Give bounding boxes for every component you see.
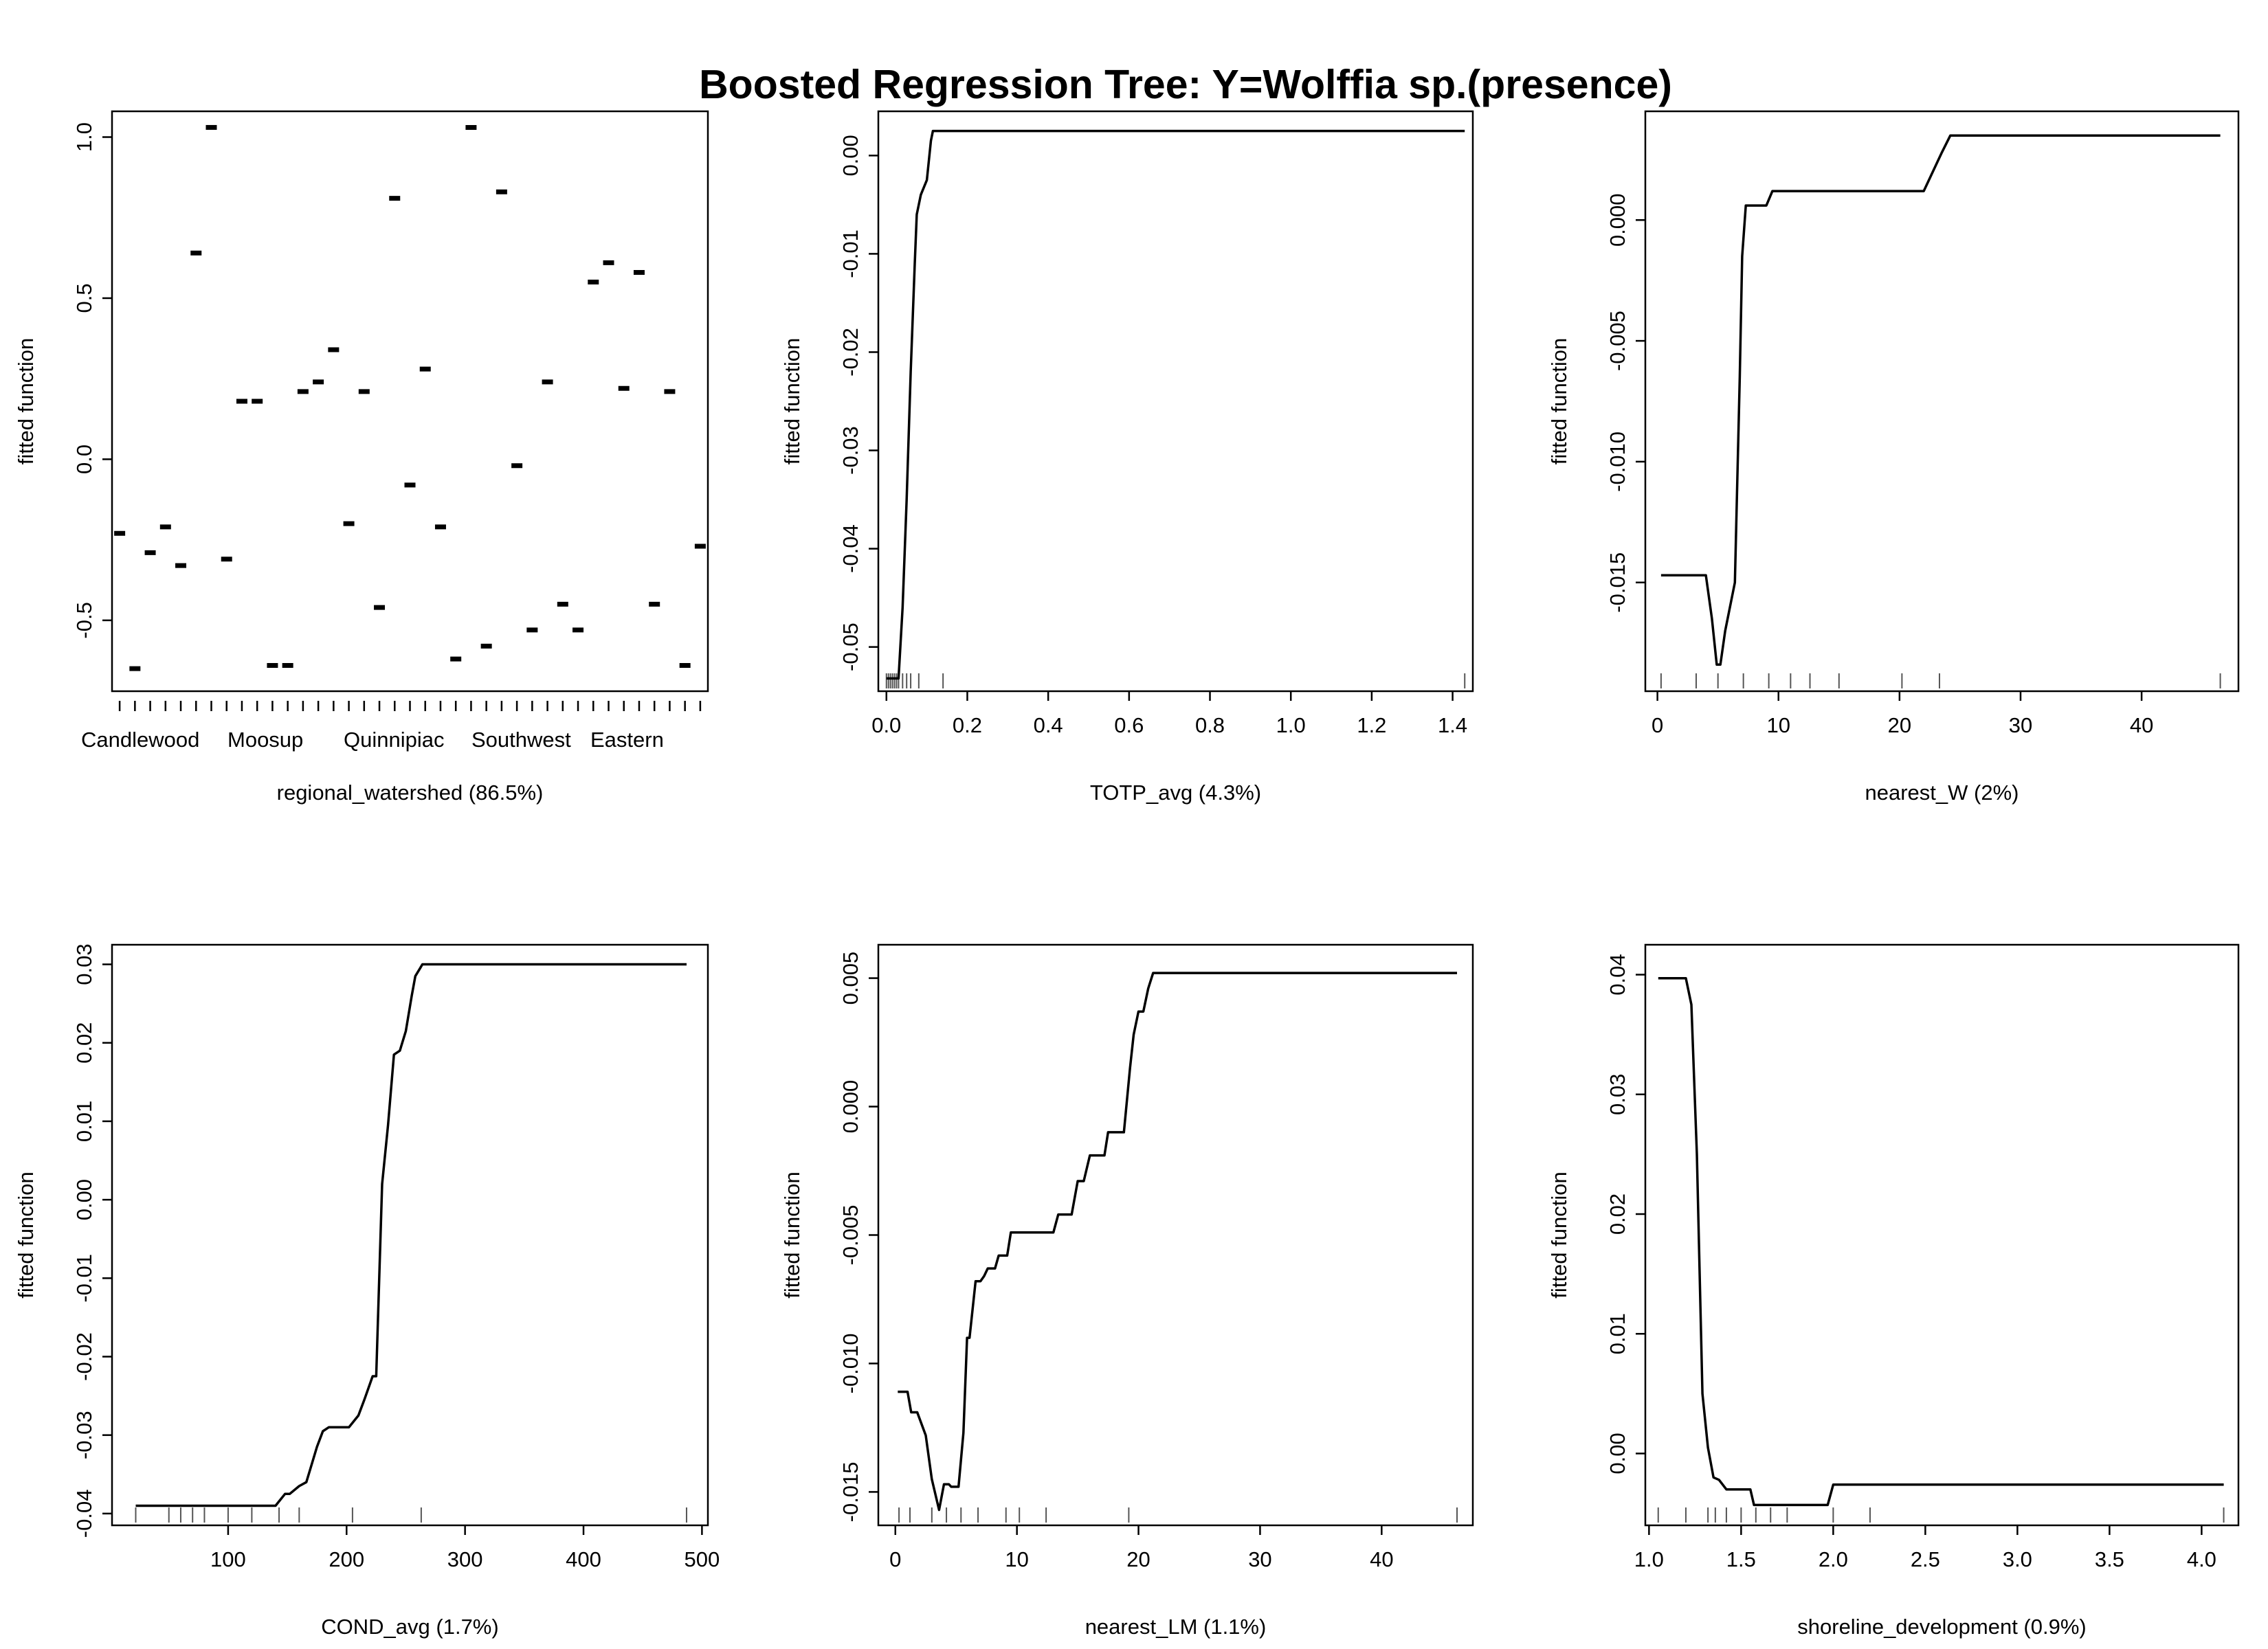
y-tick-label: -0.01 [838,229,863,278]
plot-frame [111,943,709,1527]
x-tick-label: 2.0 [1819,1547,1848,1571]
x-tick-label: 10 [1005,1547,1028,1571]
x-tick-label: 4.0 [2187,1547,2216,1571]
y-axis-title: fitted function [1547,338,1571,464]
y-axis-title: fitted function [780,1171,804,1298]
y-tick-label: -0.03 [72,1411,96,1459]
y-tick-label: -0.5 [72,602,96,638]
x-tick-label: 40 [2130,713,2153,737]
y-tick-label: 0.01 [1605,1313,1630,1354]
panel-1: -0.5 0.0 0.5 1.0 fitted function regional_wat… [14,110,709,805]
x-tick-label: 20 [1126,1547,1150,1571]
y-tick-label: 0.0 [72,445,96,474]
x-axis-title: nearest_W (2%) [1865,781,2019,805]
plot-frame [877,943,1474,1527]
x-tick-label: 40 [1370,1547,1393,1571]
x-tick-label: 10 [1766,713,1790,737]
x-axis-title: COND_avg (1.7%) [321,1615,498,1639]
y-tick-label: 0.005 [838,952,863,1005]
x-tick-label: 1.2 [1357,713,1386,737]
y-axis-title: fitted function [14,1171,38,1298]
y-tick-label: -0.02 [72,1332,96,1381]
y-tick-label: 0.03 [72,943,96,985]
panel-3: -0.015 -0.010 -0.005 0.000 fitted function ne… [1547,110,2240,805]
x-tick-label: 400 [566,1547,601,1571]
y-tick-label: -0.02 [838,328,863,377]
x-tick-label: 1.0 [1634,1547,1664,1571]
y-tick-label: 0.00 [72,1179,96,1220]
x-tick-label: 1.0 [1276,713,1306,737]
y-tick-label: 1.0 [72,122,96,152]
x-tick-label: 0 [1652,713,1663,737]
panel-2: -0.05 -0.04 -0.03 -0.02 -0.01 0.00 fitted func… [780,110,1474,805]
x-tick-label: 0.6 [1114,713,1144,737]
x-tick-label: 30 [1248,1547,1271,1571]
y-tick-label: 0.03 [1605,1074,1630,1115]
x-tick-label: 3.0 [2003,1547,2032,1571]
y-tick-label: -0.015 [1605,552,1630,613]
fitted-line [886,129,1465,680]
y-tick-label: -0.010 [838,1333,863,1393]
plot-frame [111,110,709,693]
y-tick-label: 0.00 [838,135,863,176]
fitted-line [1660,134,2221,666]
x-tick-label: 20 [1888,713,1911,737]
x-axis-title: nearest_LM (1.1%) [1085,1615,1267,1639]
y-tick-label: 0.5 [72,283,96,313]
y-tick-label: -0.005 [1605,311,1630,371]
y-axis-title: fitted function [780,338,804,464]
y-tick-label: -0.03 [838,426,863,475]
x-tick-label: 200 [329,1547,364,1571]
category-label: Candlewood [81,728,199,752]
y-tick-label: -0.04 [838,524,863,573]
panel-5: -0.015 -0.010 -0.005 0.000 0.005 fitted funct… [780,943,1474,1639]
x-tick-label: 0.2 [953,713,982,737]
x-axis-title: TOTP_avg (4.3%) [1090,781,1261,805]
category-label: Moosup [227,728,303,752]
y-tick-label: 0.02 [1605,1193,1630,1235]
y-tick-label: -0.010 [1605,431,1630,492]
x-tick-label: 1.5 [1726,1547,1756,1571]
x-tick-label: 500 [685,1547,720,1571]
category-label: Eastern [590,728,664,752]
y-tick-label: 0.000 [1605,193,1630,247]
y-tick-label: 0.01 [72,1101,96,1142]
panel-6: 0.00 0.01 0.02 0.03 0.04 fitted function shore… [1547,943,2240,1639]
x-tick-label: 0.4 [1034,713,1063,737]
category-label: Southwest [471,728,571,752]
y-axis-title: fitted function [14,338,38,464]
x-tick-label: 0 [889,1547,901,1571]
y-tick-label: -0.04 [72,1490,96,1538]
y-tick-label: -0.01 [72,1254,96,1303]
x-tick-label: 1.4 [1438,713,1467,737]
x-tick-label: 300 [447,1547,483,1571]
x-tick-label: 100 [210,1547,246,1571]
x-tick-label: 3.5 [2095,1547,2124,1571]
x-axis-title: regional_watershed (86.5%) [277,781,544,805]
panel-4: -0.04 -0.03 -0.02 -0.01 0.00 0.01 0.02 0.03 fitt… [14,943,720,1639]
x-tick-label: 0.8 [1195,713,1225,737]
x-tick-label: 0.0 [871,713,901,737]
fitted-line [1658,977,2224,1507]
figure-title: Boosted Regression Tree: Y=Wolffia sp.(p… [699,62,1672,107]
y-tick-label: -0.005 [838,1205,863,1266]
fitted-line [135,963,687,1507]
y-tick-label: 0.00 [1605,1433,1630,1474]
y-tick-label: 0.04 [1605,954,1630,995]
y-tick-label: 0.000 [838,1080,863,1134]
x-tick-label: 30 [2009,713,2032,737]
plot-frame [1644,943,2240,1527]
x-axis-title: shoreline_development (0.9%) [1797,1615,2086,1639]
x-tick-label: 2.5 [1911,1547,1940,1571]
y-axis-title: fitted function [1547,1171,1571,1298]
y-tick-label: 0.02 [72,1022,96,1064]
fitted-line [898,972,1457,1512]
y-tick-label: -0.05 [838,622,863,671]
y-tick-label: -0.015 [838,1461,863,1522]
plot-frame [1644,110,2240,693]
panels: -0.5 0.0 0.5 1.0 fitted function regional_wat… [14,110,2240,1639]
plot-frame [877,110,1474,693]
category-label: Quinnipiac [344,728,444,752]
